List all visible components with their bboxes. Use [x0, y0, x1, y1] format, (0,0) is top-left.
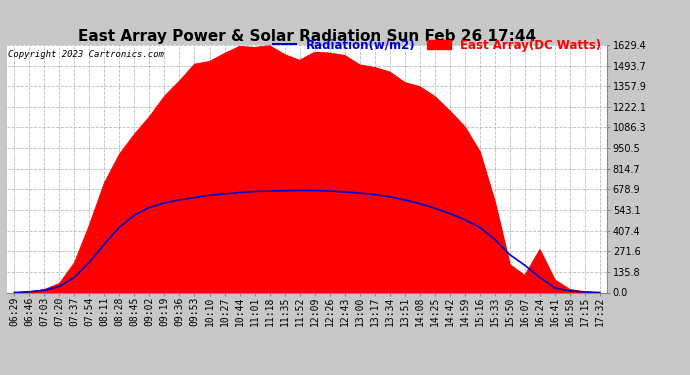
Text: Copyright 2023 Cartronics.com: Copyright 2023 Cartronics.com: [8, 50, 164, 59]
Title: East Array Power & Solar Radiation Sun Feb 26 17:44: East Array Power & Solar Radiation Sun F…: [78, 29, 536, 44]
Legend: Radiation(w/m2), East Array(DC Watts): Radiation(w/m2), East Array(DC Watts): [273, 39, 601, 51]
